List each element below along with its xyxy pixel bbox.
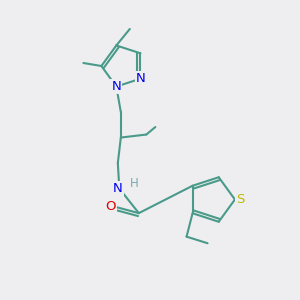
- Text: H: H: [130, 177, 139, 190]
- Text: O: O: [105, 200, 116, 213]
- Text: N: N: [136, 72, 145, 85]
- Text: S: S: [236, 193, 244, 206]
- Text: N: N: [112, 80, 121, 93]
- Text: N: N: [113, 182, 123, 195]
